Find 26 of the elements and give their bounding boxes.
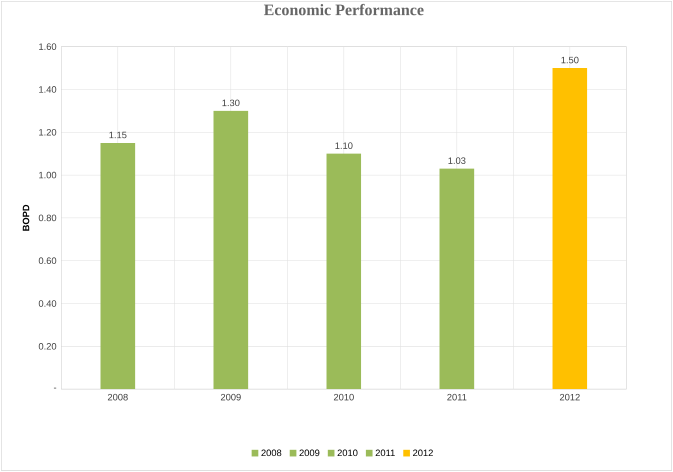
x-tick-label: 2010 <box>334 394 354 401</box>
y-tick-label: 0.80 <box>38 214 56 222</box>
legend-label: 2008 <box>261 450 282 456</box>
y-tick-label: 0.40 <box>38 300 56 307</box>
legend-label: 2010 <box>338 450 358 456</box>
y-tick-label: 1.40 <box>39 86 56 93</box>
chart-title: Economic Performance <box>264 4 424 16</box>
legend-label: 2009 <box>300 450 320 456</box>
y-tick-label: 1.00 <box>39 172 56 178</box>
y-tick-label: 0.60 <box>38 258 56 264</box>
data-label: 1.03 <box>448 157 466 164</box>
data-label: 1.50 <box>561 56 579 64</box>
y-axis-title: BOPD <box>22 204 30 231</box>
y-tick-label: - <box>54 388 56 389</box>
y-tick-label: 1.20 <box>39 129 56 136</box>
x-tick-label: 2011 <box>447 394 466 401</box>
data-label: 1.10 <box>335 142 353 150</box>
data-label: 1.30 <box>222 100 240 106</box>
y-tick-label: 1.60 <box>39 43 56 50</box>
x-tick-label: 2008 <box>108 394 128 401</box>
data-label: 1.15 <box>109 132 126 138</box>
x-tick-label: 2009 <box>220 394 241 401</box>
y-tick-label: 0.20 <box>38 343 56 350</box>
legend-label: 2011 <box>376 450 395 456</box>
legend-label: 2012 <box>413 450 433 456</box>
x-tick-label: 2012 <box>560 394 580 401</box>
